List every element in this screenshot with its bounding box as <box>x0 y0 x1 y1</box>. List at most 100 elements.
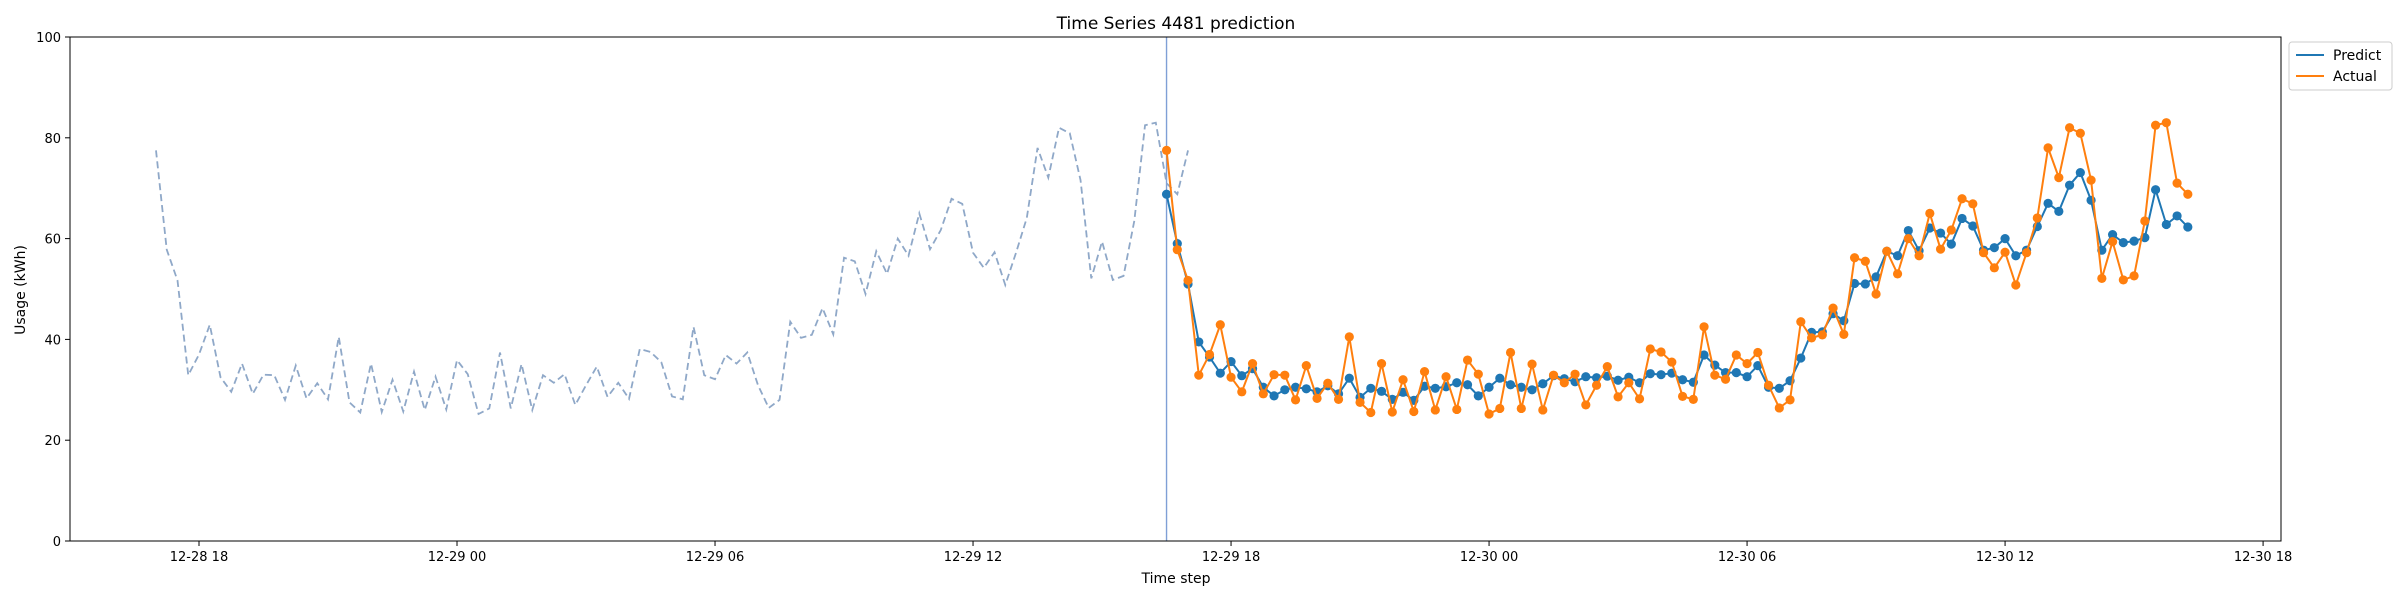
data-point-predict <box>2129 236 2139 246</box>
data-point-actual <box>1656 347 1666 357</box>
data-point-actual <box>1570 369 1580 379</box>
data-point-predict <box>1871 272 1881 282</box>
data-point-actual <box>1839 329 1849 339</box>
data-point-actual <box>1871 289 1881 299</box>
data-point-actual <box>1978 248 1989 258</box>
y-tick-label: 0 <box>53 535 61 550</box>
data-point-predict <box>1161 189 1172 199</box>
data-point-predict <box>1344 373 1354 383</box>
data-point-predict <box>1645 369 1655 379</box>
data-point-actual <box>1344 332 1354 342</box>
data-point-actual <box>1989 263 1999 273</box>
data-point-actual <box>1710 370 1720 380</box>
data-point-actual <box>1301 361 1311 371</box>
data-point-actual <box>1785 395 1795 405</box>
data-point-actual <box>1548 370 1559 380</box>
data-point-actual <box>1688 394 1698 404</box>
data-point-actual <box>2150 120 2161 130</box>
y-tick-label: 40 <box>44 333 61 348</box>
data-point-actual <box>1376 358 1387 369</box>
data-point-predict <box>1495 373 1505 383</box>
legend-actual-label: Actual <box>2333 69 2377 85</box>
data-point-actual <box>1925 208 1935 218</box>
data-point-actual <box>2086 175 2096 185</box>
data-point-actual <box>1559 378 1569 388</box>
data-point-actual <box>1204 349 1215 360</box>
data-point-actual <box>1903 234 1913 244</box>
x-tick-label: 12-30 00 <box>1460 550 1518 565</box>
data-point-actual <box>1484 409 1494 419</box>
data-point-actual <box>1215 320 1225 330</box>
data-point-predict <box>1398 387 1408 397</box>
data-point-predict <box>2183 222 2193 232</box>
data-point-predict <box>2172 211 2182 221</box>
data-point-actual <box>1882 246 1892 256</box>
data-point-predict <box>1484 382 1494 392</box>
data-point-actual <box>1366 407 1376 418</box>
data-point-actual <box>2021 248 2032 258</box>
data-point-actual <box>1667 357 1677 367</box>
data-point-predict <box>1452 378 1462 388</box>
data-point-predict <box>2011 251 2021 261</box>
data-point-predict <box>1237 371 1247 381</box>
data-point-actual <box>1290 395 1301 405</box>
data-point-actual <box>1602 362 1612 372</box>
data-point-predict <box>1280 385 1290 395</box>
axes: 0 20 40 60 80 100 12-28 18 12-29 00 12-29 06 12-2… <box>36 31 2292 565</box>
data-point-actual <box>2183 189 2193 199</box>
data-point-actual <box>1258 389 1268 399</box>
data-point-predict <box>1462 380 1473 390</box>
data-point-actual <box>1312 393 1322 403</box>
data-point-actual <box>1968 199 1978 209</box>
data-point-actual <box>1269 370 1279 380</box>
data-point-predict <box>1505 380 1516 390</box>
y-tick-label: 60 <box>44 233 61 248</box>
data-point-actual <box>1645 344 1655 354</box>
data-point-predict <box>1677 375 1688 385</box>
data-point-actual <box>2064 123 2075 133</box>
data-point-predict <box>1946 239 1956 249</box>
data-point-predict <box>1989 243 1999 253</box>
data-point-actual <box>1806 333 1817 343</box>
data-point-predict <box>2000 234 2010 244</box>
data-point-actual <box>1398 375 1408 385</box>
data-point-predict <box>1796 353 1806 363</box>
data-point-predict <box>1527 385 1537 395</box>
data-point-predict <box>1968 221 1978 231</box>
data-point-predict <box>2054 206 2064 216</box>
data-point-predict <box>1699 350 1709 360</box>
data-point-actual <box>1699 322 1709 332</box>
data-point-predict <box>1366 383 1376 393</box>
legend-predict-label: Predict <box>2333 48 2382 64</box>
data-point-predict <box>2161 219 2171 230</box>
x-tick-label: 12-29 06 <box>686 550 744 565</box>
data-point-actual <box>1849 253 1860 263</box>
data-point-actual <box>1613 392 1623 402</box>
data-point-actual <box>2107 237 2118 247</box>
data-point-predict <box>1860 279 1870 289</box>
data-point-actual <box>2054 173 2064 183</box>
data-point-predict <box>1301 384 1311 394</box>
data-point-actual <box>1237 387 1247 397</box>
data-point-actual <box>2140 216 2150 226</box>
data-point-actual <box>1731 350 1741 360</box>
data-point-actual <box>1538 405 1548 415</box>
plot-area-frame <box>69 36 2282 542</box>
data-point-actual <box>1677 391 1688 401</box>
data-point-actual <box>1817 330 1827 340</box>
data-point-predict <box>2064 180 2075 190</box>
data-point-predict <box>1957 213 1967 224</box>
data-point-predict <box>1935 228 1946 238</box>
data-point-actual <box>2075 128 2085 138</box>
y-axis-label: Usage (kWh) <box>13 245 29 335</box>
data-point-actual <box>1419 367 1430 377</box>
data-point-predict <box>1774 383 1784 393</box>
data-point-actual <box>1505 347 1516 358</box>
data-point-actual <box>2032 213 2042 223</box>
series-line-history <box>155 121 1189 416</box>
data-point-actual <box>1280 370 1290 380</box>
data-point-actual <box>1161 145 1172 155</box>
y-tick-label: 100 <box>36 31 61 46</box>
data-point-predict <box>1613 375 1623 385</box>
x-axis-label: Time step <box>1141 571 1211 587</box>
